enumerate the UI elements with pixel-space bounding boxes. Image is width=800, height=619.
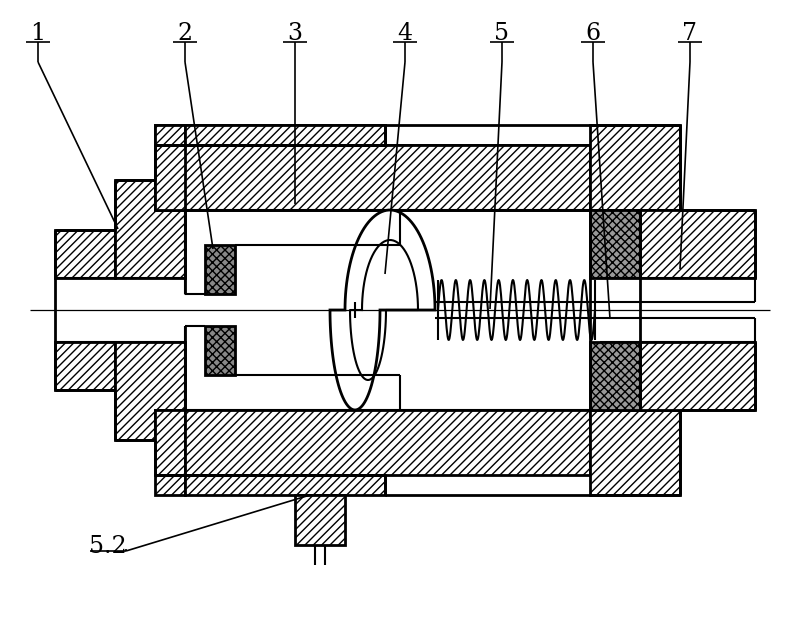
Polygon shape: [205, 245, 235, 294]
Polygon shape: [640, 342, 755, 410]
Polygon shape: [590, 210, 640, 278]
Polygon shape: [205, 326, 235, 375]
Polygon shape: [640, 125, 680, 210]
Text: 4: 4: [398, 22, 413, 45]
Text: 7: 7: [682, 22, 698, 45]
Polygon shape: [155, 145, 185, 210]
Polygon shape: [115, 180, 185, 278]
Polygon shape: [55, 342, 115, 390]
Polygon shape: [155, 410, 185, 475]
Polygon shape: [115, 342, 185, 440]
Text: 6: 6: [586, 22, 601, 45]
Polygon shape: [185, 125, 385, 145]
Polygon shape: [590, 342, 640, 410]
Polygon shape: [185, 475, 385, 495]
Text: 3: 3: [287, 22, 302, 45]
Polygon shape: [295, 495, 345, 545]
Text: 5.2: 5.2: [89, 535, 127, 558]
Polygon shape: [155, 125, 590, 210]
Text: 2: 2: [178, 22, 193, 45]
Polygon shape: [640, 210, 755, 278]
Polygon shape: [55, 230, 115, 278]
Polygon shape: [590, 410, 680, 495]
Text: 1: 1: [30, 22, 46, 45]
Polygon shape: [330, 210, 435, 410]
Polygon shape: [185, 145, 590, 210]
Polygon shape: [185, 410, 590, 475]
Polygon shape: [155, 125, 185, 145]
Polygon shape: [590, 125, 680, 210]
Polygon shape: [155, 475, 185, 495]
Text: 5: 5: [494, 22, 510, 45]
